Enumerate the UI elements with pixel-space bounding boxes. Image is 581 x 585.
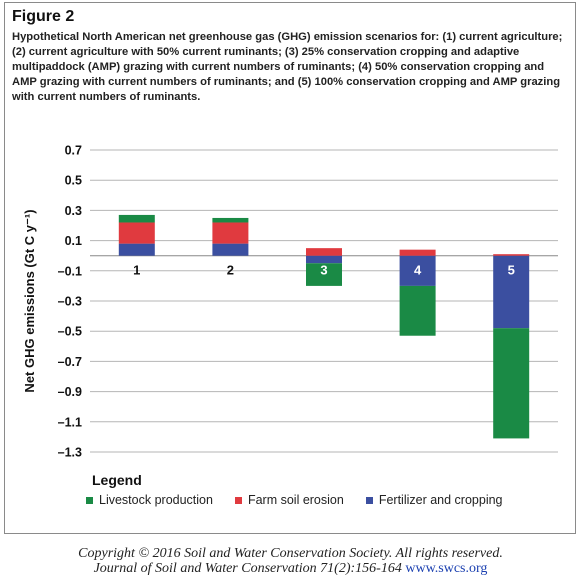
bar-segment [118, 222, 155, 244]
copyright-line-2: Journal of Soil and Water Conservation 7… [0, 561, 581, 576]
category-label: 4 [414, 263, 422, 278]
bar-segment [306, 255, 342, 264]
bar-segment [493, 328, 530, 439]
legend: Livestock production Farm soil erosion Fer… [86, 493, 503, 507]
bar-segment [306, 248, 342, 256]
legend-item: Livestock production [86, 493, 213, 507]
y-tick-label: –0.1 [58, 264, 82, 278]
category-label: 1 [133, 263, 140, 278]
y-tick-label: 0.1 [65, 234, 82, 248]
category-label: 2 [227, 263, 234, 278]
y-tick-label: –0.9 [58, 385, 82, 399]
legend-swatch [86, 496, 93, 504]
bar-segment [399, 249, 436, 256]
legend-label: Fertilizer and cropping [378, 493, 503, 507]
y-tick-label: –0.7 [58, 355, 82, 369]
bar-segment [212, 243, 249, 256]
figure-caption: Hypothetical North American net greenhou… [12, 31, 563, 103]
y-tick-label: 0.3 [65, 204, 82, 218]
copyright-notice: Copyright © 2016 Soil and Water Conserva… [0, 546, 581, 576]
figure-label: Figure 2 [12, 8, 75, 25]
y-tick-label: –0.5 [58, 325, 82, 339]
y-tick-label: 0.5 [65, 174, 82, 188]
bar-segment [493, 254, 530, 256]
journal-citation: Journal of Soil and Water Conservation 7… [93, 561, 402, 576]
bar-segment [493, 255, 530, 329]
y-tick-label: –1.3 [58, 446, 82, 460]
bar-segment [118, 243, 155, 256]
legend-title: Legend [92, 472, 142, 488]
category-label: 5 [508, 263, 515, 278]
copyright-line-1: Copyright © 2016 Soil and Water Conserva… [78, 546, 503, 561]
y-tick-label: –1.1 [58, 415, 82, 429]
legend-swatch [234, 496, 242, 504]
y-axis-label: Net GHG emissions (Gt C y⁻¹) [22, 209, 37, 392]
legend-label: Farm soil erosion [247, 493, 344, 507]
bar-segment [212, 217, 249, 223]
y-tick-label: –0.3 [58, 295, 82, 309]
legend-item: Farm soil erosion [234, 493, 344, 507]
bar-segment [399, 285, 436, 336]
figure-frame [4, 2, 576, 534]
legend-item: Fertilizer and cropping [365, 493, 503, 507]
legend-label: Livestock production [99, 493, 213, 507]
bar-segment [306, 263, 342, 286]
bar-segment [118, 214, 155, 223]
category-label: 3 [320, 263, 327, 278]
y-tick-label: 0.7 [65, 144, 82, 158]
bar-segment [212, 222, 249, 244]
legend-swatch [365, 496, 373, 504]
website-link[interactable]: www.swcs.org [405, 561, 488, 576]
chart: 0.7 0.5 0.3 0.1 –0.1 –0.3 –0.5 –0.7 –0.9 –1.1 –1.3… [22, 144, 558, 460]
bar-segment [399, 255, 436, 286]
